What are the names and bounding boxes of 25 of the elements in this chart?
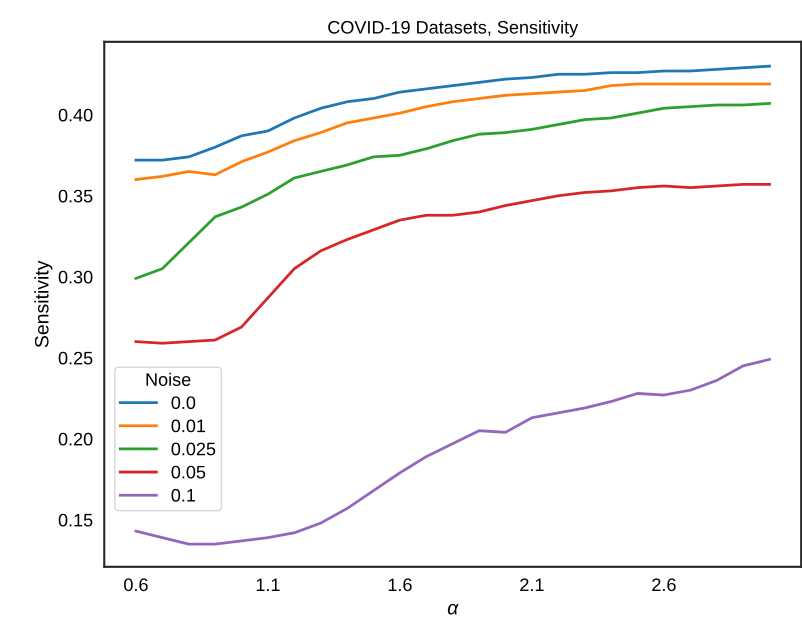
line-series bbox=[134, 82, 771, 181]
legend-label: 0.1 bbox=[172, 488, 196, 502]
legend-label: 0.0 bbox=[172, 396, 196, 410]
legend-label: 0.025 bbox=[172, 442, 216, 456]
line-series bbox=[134, 102, 771, 280]
y-tick-label: 0.35 bbox=[58, 190, 92, 202]
line-series bbox=[134, 183, 771, 345]
y-tick-label: 0.25 bbox=[58, 352, 92, 365]
y-axis-title: Sensitivity bbox=[34, 260, 52, 348]
y-tick-label: 0.40 bbox=[58, 108, 92, 122]
y-tick-label: 0.30 bbox=[58, 270, 92, 284]
legend-title: Noise bbox=[146, 372, 190, 386]
x-tick-label: 1.1 bbox=[256, 578, 280, 591]
legend-label: 0.05 bbox=[172, 466, 206, 479]
y-tick-label: 0.20 bbox=[58, 432, 92, 446]
line-series bbox=[134, 64, 771, 162]
legend-label: 0.01 bbox=[172, 419, 206, 432]
x-tick-label: 2.6 bbox=[652, 578, 676, 592]
line-series bbox=[134, 358, 771, 546]
chart-title: COVID-19 Datasets, Sensitivity bbox=[328, 20, 578, 38]
x-axis-title: α bbox=[448, 604, 459, 615]
x-tick-label: 1.6 bbox=[388, 578, 412, 592]
x-tick-label: 0.6 bbox=[124, 578, 148, 592]
y-tick-label: 0.15 bbox=[58, 514, 92, 527]
x-tick-label: 2.1 bbox=[520, 578, 544, 591]
